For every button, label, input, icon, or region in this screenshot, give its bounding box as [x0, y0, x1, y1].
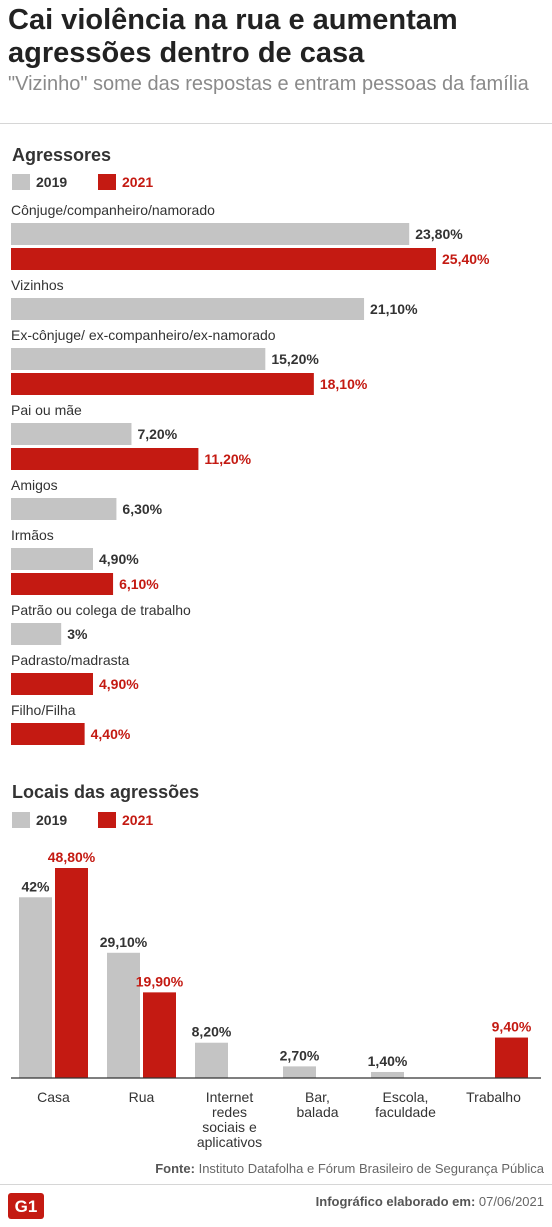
- category-label: Trabalho: [466, 1089, 521, 1105]
- locais-title: Locais das agressões: [12, 782, 200, 802]
- category-ex-conjuge-ex-companheiro-ex-namorado: Ex-cônjuge/ ex-companheiro/ex-namorado 15…: [11, 327, 368, 395]
- bar-2019: [11, 423, 132, 445]
- data-label-2021: 18,10%: [320, 376, 368, 392]
- category-label: Cônjuge/companheiro/namorado: [11, 202, 215, 218]
- source-text: Instituto Datafolha e Fórum Brasileiro d…: [198, 1161, 544, 1176]
- category-label: Ex-cônjuge/ ex-companheiro/ex-namorado: [11, 327, 276, 343]
- bar-2019: [11, 498, 117, 520]
- credit-note: Infográfico elaborado em: 07/06/2021: [316, 1194, 544, 1209]
- data-label-2019: 1,40%: [368, 1053, 408, 1069]
- legend-swatch-2019: [12, 174, 30, 190]
- category-internet-redes-sociais-e-aplicativos: 8,20% Internet redes sociais e aplicativos: [192, 1024, 263, 1150]
- legend-label-2019: 2019: [36, 812, 68, 828]
- category-label: Filho/Filha: [11, 702, 76, 718]
- header-divider: [0, 123, 552, 124]
- bar-2019: [11, 348, 266, 370]
- bar-2021: [11, 673, 93, 695]
- bar-2019: [19, 897, 52, 1078]
- category-casa: 42% 48,80% Casa: [19, 849, 96, 1105]
- bar-2021: [11, 723, 85, 745]
- legend-label-2021: 2021: [122, 174, 154, 190]
- category-label: Amigos: [11, 477, 58, 493]
- credit-label: Infográfico elaborado em:: [315, 1194, 476, 1209]
- category-conjuge-companheiro-namorado: Cônjuge/companheiro/namorado 23,80% 25,40%: [11, 202, 490, 270]
- data-label-2019: 4,90%: [99, 551, 139, 567]
- category-label: Pai ou mãe: [11, 402, 82, 418]
- category-filho-filha: Filho/Filha 4,40%: [11, 702, 131, 745]
- source-label: Fonte:: [155, 1161, 195, 1176]
- category-label: Casa: [37, 1089, 70, 1105]
- bar-2019: [371, 1071, 404, 1078]
- data-label-2021: 11,20%: [204, 451, 251, 467]
- category-label: Escola, faculdade: [375, 1089, 436, 1120]
- bar-2019: [283, 1066, 316, 1078]
- chart-subtitle: "Vizinho" some das respostas e entram pe…: [8, 73, 529, 95]
- bar-2021: [55, 868, 88, 1078]
- category-patrao-ou-colega-de-trabalho: Patrão ou colega de trabalho 3%: [11, 602, 191, 645]
- legend-swatch-2021: [98, 174, 116, 190]
- agressores-legend: 2019 2021: [12, 173, 312, 191]
- bar-2019: [11, 298, 365, 320]
- data-label-2019: 21,10%: [370, 301, 418, 317]
- category-pai-ou-mae: Pai ou mãe 7,20% 11,20%: [11, 402, 252, 470]
- bar-2021: [11, 248, 436, 270]
- category-rua: 29,10% 19,90% Rua: [100, 934, 184, 1105]
- data-label-2019: 42%: [21, 878, 50, 894]
- category-label: Patrão ou colega de trabalho: [11, 602, 191, 618]
- category-label: Bar, balada: [296, 1089, 338, 1120]
- bar-2021: [143, 992, 176, 1078]
- category-label: Rua: [129, 1089, 155, 1105]
- category-label: Vizinhos: [11, 277, 64, 293]
- g1-logo: G1: [8, 1193, 44, 1219]
- bar-2021: [495, 1037, 528, 1078]
- agressores-title: Agressores: [12, 145, 112, 165]
- category-label: Internet redes sociais e aplicativos: [197, 1089, 262, 1150]
- data-label-2019: 29,10%: [100, 934, 148, 950]
- bar-2021: [11, 573, 114, 595]
- agressores-bar-chart: Cônjuge/companheiro/namorado 23,80% 25,40%…: [11, 202, 490, 745]
- data-label-2021: 48,80%: [48, 849, 96, 865]
- category-irmaos: Irmãos 4,90% 6,10%: [11, 527, 159, 595]
- data-label-2019: 15,20%: [271, 351, 319, 367]
- data-label-2021: 4,90%: [99, 676, 139, 692]
- data-label-2019: 7,20%: [137, 426, 177, 442]
- data-label-2019: 8,20%: [192, 1024, 232, 1040]
- data-label-2021: 25,40%: [442, 251, 490, 267]
- bar-2021: [11, 448, 199, 470]
- legend-label-2021: 2021: [122, 812, 154, 828]
- category-vizinhos: Vizinhos 21,10%: [11, 277, 418, 320]
- category-trabalho: 9,40% Trabalho: [466, 1019, 532, 1105]
- bar-2019: [195, 1042, 228, 1078]
- data-label-2021: 6,10%: [119, 576, 159, 592]
- data-label-2021: 4,40%: [91, 726, 131, 742]
- source-note: Fonte: Instituto Datafolha e Fórum Brasi…: [155, 1161, 544, 1176]
- bar-2019: [107, 952, 140, 1078]
- footer-divider: [0, 1184, 552, 1185]
- bar-2021: [11, 373, 314, 395]
- legend-label-2019: 2019: [36, 174, 68, 190]
- locais-bar-chart: 42% 48,80% Casa 29,10% 19,90% Rua 8,20% Interne…: [11, 849, 541, 1150]
- bar-2019: [11, 223, 410, 245]
- data-label-2019: 2,70%: [280, 1047, 320, 1063]
- legend-swatch-2019: [12, 812, 30, 828]
- data-label-2019: 6,30%: [122, 501, 162, 517]
- category-label: Irmãos: [11, 527, 54, 543]
- category-escola-faculdade: 1,40% Escola, faculdade: [368, 1053, 436, 1120]
- bar-2019: [11, 548, 93, 570]
- data-label-2021: 19,90%: [136, 973, 184, 989]
- legend-swatch-2021: [98, 812, 116, 828]
- category-amigos: Amigos 6,30%: [11, 477, 163, 520]
- category-padrasto-madrasta: Padrasto/madrasta 4,90%: [11, 652, 139, 695]
- category-bar-balada: 2,70% Bar, balada: [280, 1047, 339, 1120]
- credit-date: 07/06/2021: [478, 1194, 544, 1209]
- chart-title: Cai violência na rua e aumentam agressõe…: [8, 4, 458, 69]
- category-label: Padrasto/madrasta: [11, 652, 129, 668]
- data-label-2019: 3%: [67, 626, 88, 642]
- data-label-2019: 23,80%: [415, 226, 463, 242]
- bar-2019: [11, 623, 62, 645]
- data-label-2021: 9,40%: [492, 1019, 532, 1035]
- svg-text:G1: G1: [15, 1197, 38, 1216]
- locais-legend: 2019 2021: [12, 811, 312, 829]
